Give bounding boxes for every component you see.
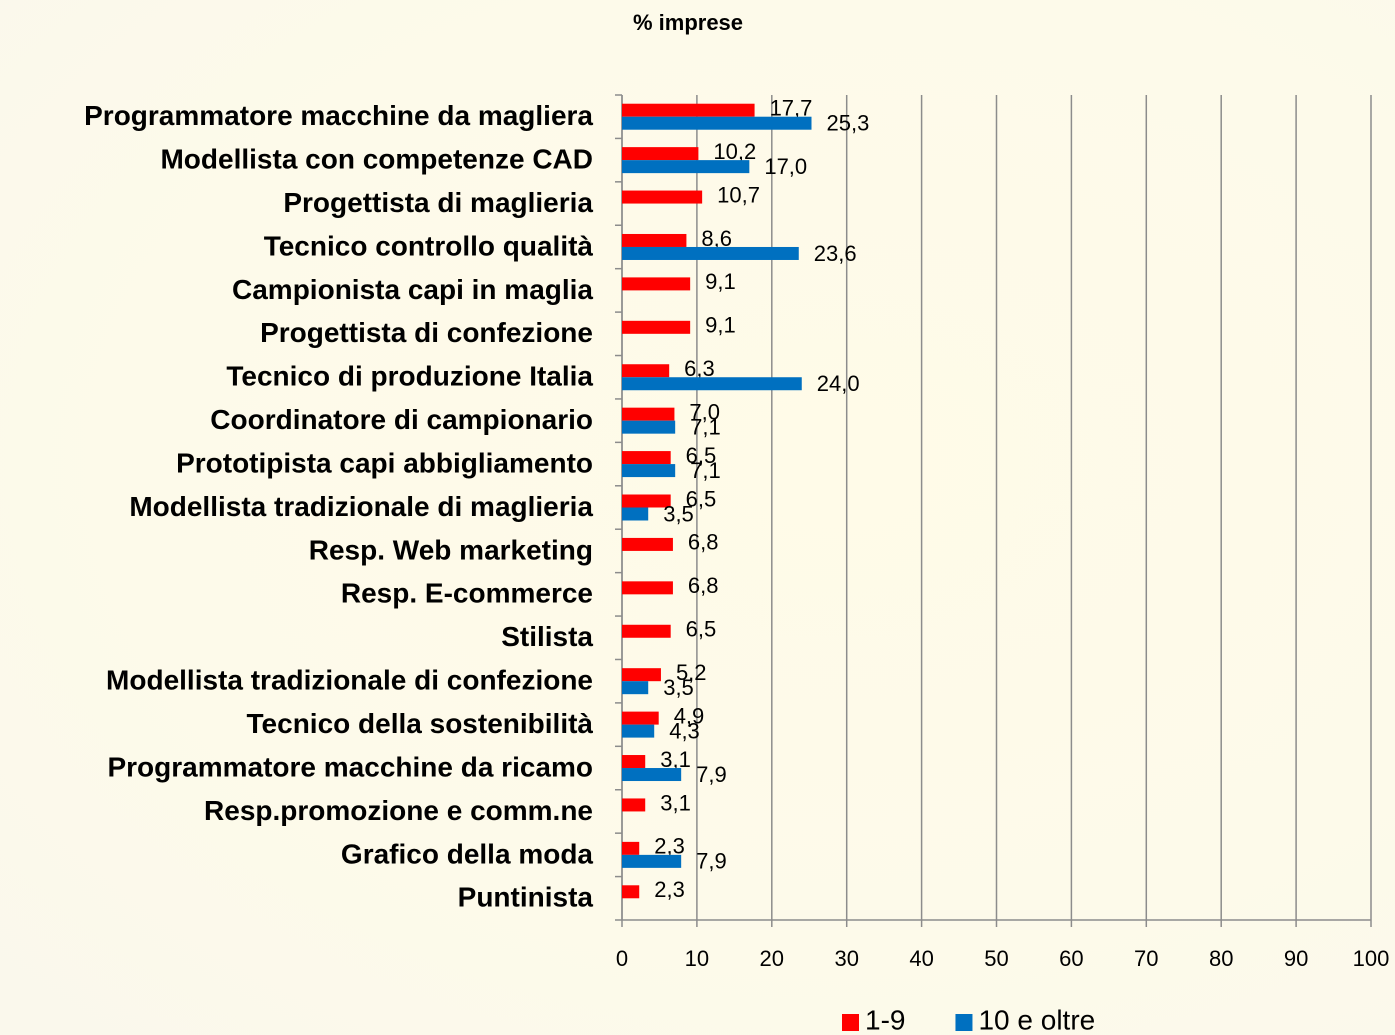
x-tick-label: 80 — [1209, 946, 1233, 971]
y-tick-label: Progettista di maglieria — [283, 187, 593, 218]
chart-title: % imprese — [633, 10, 743, 35]
data-label: 7,0 — [689, 399, 720, 424]
y-tick-label: Tecnico controllo qualità — [264, 230, 594, 261]
data-label: 10,2 — [713, 139, 756, 164]
x-tick-label: 60 — [1059, 946, 1083, 971]
y-tick-label: Prototipista capi abbigliamento — [176, 447, 593, 478]
y-tick-label: Puntinista — [458, 882, 594, 913]
bar — [622, 116, 812, 130]
bar — [622, 885, 640, 899]
bar — [622, 711, 659, 725]
y-tick-label: Programmatore macchine da magliera — [84, 100, 593, 131]
data-label: 9,1 — [705, 313, 736, 338]
legend-label: 1-9 — [865, 1004, 905, 1035]
data-label: 2,3 — [654, 834, 685, 859]
bar — [622, 537, 673, 551]
y-tick-label: Modellista tradizionale di confezione — [106, 665, 593, 696]
x-tick-label: 40 — [909, 946, 933, 971]
bar — [622, 768, 682, 782]
bar — [622, 724, 655, 738]
bar — [622, 277, 691, 291]
data-label: 8,6 — [701, 226, 732, 251]
data-label: 17,7 — [770, 96, 813, 121]
data-label: 6,5 — [686, 486, 717, 511]
legend-label: 10 e oltre — [978, 1004, 1095, 1035]
bar — [622, 190, 703, 204]
x-tick-label: 10 — [685, 946, 709, 971]
bar — [622, 407, 675, 421]
bar — [622, 668, 661, 682]
y-tick-label: Grafico della moda — [341, 838, 593, 869]
y-tick-label: Stilista — [501, 621, 593, 652]
data-label: 3,1 — [660, 747, 691, 772]
bar — [622, 233, 687, 247]
y-tick-label: Tecnico della sostenibilità — [247, 708, 594, 739]
x-tick-label: 20 — [760, 946, 784, 971]
data-label: 24,0 — [817, 371, 860, 396]
bar — [622, 624, 671, 638]
bar — [622, 841, 640, 855]
data-label: 5,2 — [676, 660, 707, 685]
y-tick-label: Modellista con competenze CAD — [160, 144, 593, 175]
data-label: 3,5 — [663, 675, 694, 700]
data-label: 10,7 — [717, 182, 760, 207]
bar — [622, 377, 802, 391]
data-label: 7,1 — [690, 458, 721, 483]
data-label: 2,3 — [654, 877, 685, 902]
legend-swatch — [842, 1014, 859, 1031]
bar — [622, 420, 676, 434]
data-label: 7,1 — [690, 414, 721, 439]
data-label: 23,6 — [814, 241, 857, 266]
y-tick-label: Resp. Web marketing — [309, 534, 593, 565]
data-label: 6,5 — [686, 617, 717, 642]
data-label: 6,8 — [688, 530, 719, 555]
bar — [622, 507, 649, 521]
y-tick-label: Campionista capi in maglia — [232, 274, 593, 305]
data-label: 6,5 — [686, 443, 717, 468]
x-tick-label: 50 — [984, 946, 1008, 971]
y-tick-label: Resp. E-commerce — [341, 578, 593, 609]
data-label: 7,9 — [696, 849, 727, 874]
bar — [622, 755, 646, 769]
bar — [622, 320, 691, 334]
data-label: 7,9 — [696, 762, 727, 787]
x-tick-label: 90 — [1284, 946, 1308, 971]
y-tick-label: Resp.promozione e comm.ne — [204, 795, 593, 826]
bar — [622, 364, 670, 378]
bar — [622, 451, 671, 465]
data-label: 9,1 — [705, 269, 736, 294]
data-label: 3,5 — [663, 501, 694, 526]
x-tick-label: 30 — [834, 946, 858, 971]
x-tick-label: 70 — [1134, 946, 1158, 971]
data-label: 3,1 — [660, 790, 691, 815]
bar — [622, 681, 649, 695]
y-tick-label: Progettista di confezione — [260, 317, 593, 348]
y-tick-label: Coordinatore di campionario — [210, 404, 593, 435]
bar — [622, 246, 799, 260]
bar — [622, 160, 750, 174]
bar — [622, 103, 755, 117]
bar — [622, 854, 682, 868]
data-label: 17,0 — [764, 154, 807, 179]
data-label: 6,3 — [684, 356, 715, 381]
data-label: 25,3 — [826, 111, 869, 136]
bar — [622, 581, 673, 595]
legend-swatch — [955, 1014, 973, 1031]
bar — [622, 147, 699, 161]
bar — [622, 494, 671, 508]
bar — [622, 464, 676, 478]
y-tick-label: Modellista tradizionale di maglieria — [129, 491, 593, 522]
x-tick-label: 0 — [616, 946, 628, 971]
y-tick-label: Programmatore macchine da ricamo — [107, 751, 593, 782]
data-label: 4,3 — [669, 718, 700, 743]
data-label: 6,8 — [688, 573, 719, 598]
data-label: 4,9 — [674, 703, 705, 728]
y-tick-label: Tecnico di produzione Italia — [226, 361, 593, 392]
bar — [622, 798, 646, 812]
x-tick-label: 100 — [1353, 946, 1390, 971]
